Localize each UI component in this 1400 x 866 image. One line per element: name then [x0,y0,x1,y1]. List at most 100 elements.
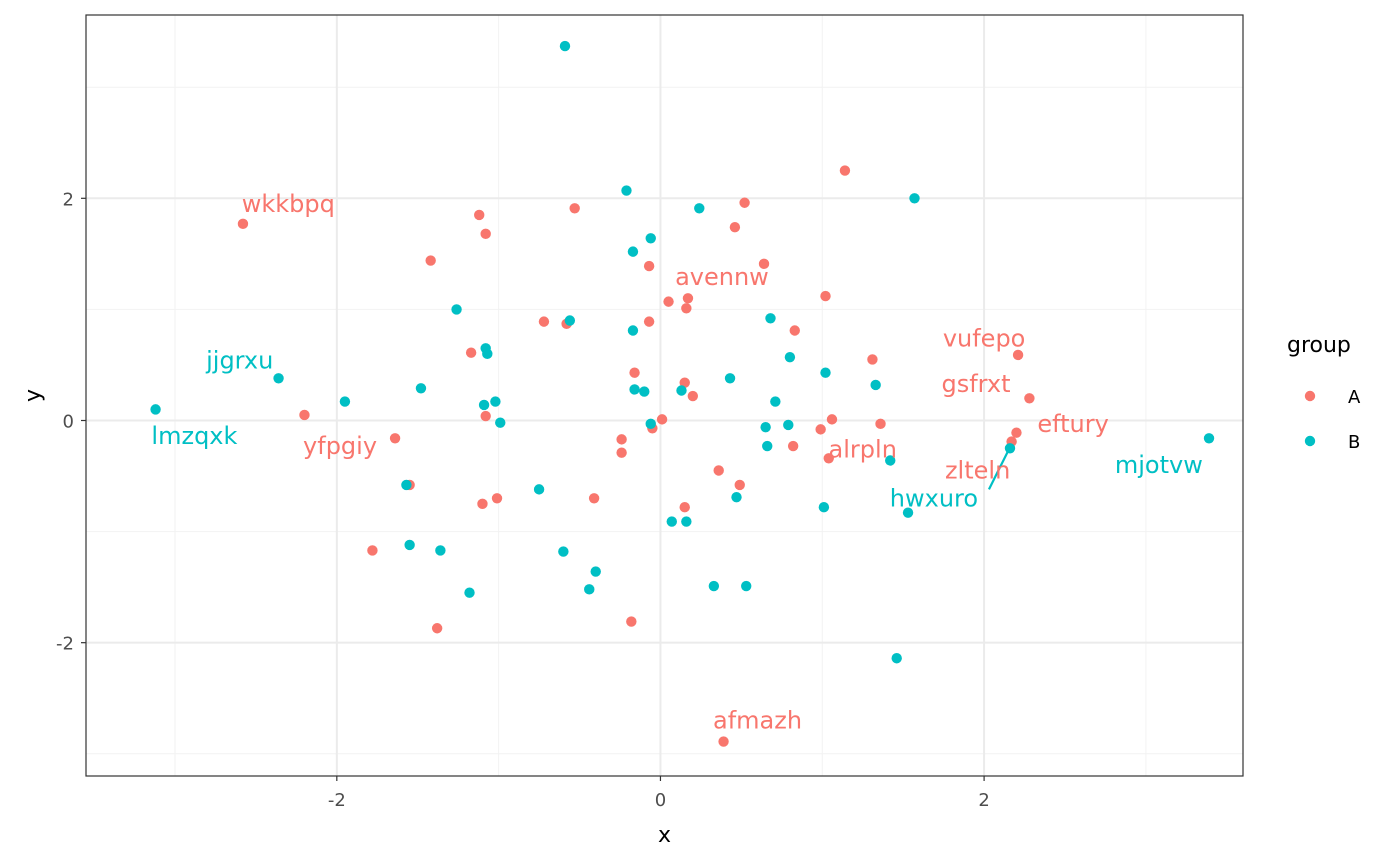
y-tick-label: -2 [56,634,74,655]
data-point-a [389,433,401,444]
data-point-b [645,233,656,244]
data-point-b [490,396,501,407]
data-point-a [367,545,378,556]
data-point-b [584,584,595,595]
data-point-b [404,539,415,551]
legend-label-a: A [1348,387,1361,408]
data-point-b [401,479,412,491]
data-points [150,40,1215,747]
data-point-b [676,385,687,396]
data-point-a [739,197,750,208]
point-label: gsfrxt [941,370,1010,398]
x-tick-label: 0 [655,790,666,811]
point-label: vufepo [943,324,1026,352]
data-point-b [870,379,881,391]
data-point-a [826,414,838,425]
data-point-a [474,209,485,221]
data-point-a [626,616,637,627]
major-gridlines [86,15,1243,776]
data-point-b [681,516,692,527]
y-tick-label: 0 [63,411,74,432]
legend-label-b: B [1348,432,1360,453]
data-point-b [435,545,446,556]
data-point-a [569,203,580,214]
point-label: lmzqxk [151,422,237,450]
data-point-a [839,165,851,176]
data-point-a [679,501,690,513]
point-label: avennw [675,263,769,291]
data-point-a [477,498,488,510]
data-point-a [663,296,674,307]
data-point-b [666,516,677,527]
point-labels: wkkbpq avennw vufepo gsfrxt eftury yfpgiy alrp… [151,190,1202,735]
data-point-b [784,351,796,363]
data-point-b [694,203,705,214]
data-point-b [765,313,776,324]
data-point-b [629,384,640,395]
data-point-b [783,419,794,431]
data-point-b [451,304,462,315]
data-point-a [820,290,831,302]
y-axis-title: y [21,389,46,402]
data-point-b [1203,433,1215,444]
data-point-b [590,566,601,577]
data-point-b [415,383,427,394]
data-point-b [741,580,752,592]
data-point-b [891,653,902,664]
data-point-a [823,453,834,464]
x-tick-label: 2 [978,790,989,811]
data-point-a [867,354,878,365]
data-point-a [734,479,745,491]
data-point-b [559,40,571,52]
data-point-a [758,258,770,270]
data-point-b [760,421,771,433]
x-axis-title: x [658,823,671,848]
data-point-a [491,493,503,504]
data-point-a [681,303,692,314]
data-point-a [687,390,699,402]
data-point-a [815,424,826,435]
data-point-a [425,255,436,266]
data-point-a [237,218,249,230]
data-point-b [621,185,632,196]
data-point-a [682,293,694,304]
data-point-b [820,367,831,378]
data-point-a [787,440,799,452]
data-point-b [564,315,576,326]
data-point-b [770,396,781,407]
data-point-b [533,484,545,495]
data-point-b [639,386,650,397]
data-point-b [762,440,773,452]
data-point-b [627,325,639,336]
data-point-a [299,409,310,421]
legend: group A B [1287,333,1361,453]
data-point-b [464,587,475,598]
data-point-b [818,501,830,513]
data-point-a [1024,393,1035,404]
point-label: afmazh [713,706,802,734]
data-point-a [1011,427,1022,438]
data-point-a [616,447,627,458]
x-tick-label: -2 [328,790,346,811]
label-connector-segments [987,450,1010,490]
data-point-a [875,418,886,430]
point-label: yfpgiy [303,432,377,460]
data-point-b [482,348,493,360]
legend-key-b [1304,435,1316,447]
data-point-b [1004,443,1016,454]
data-point-a [643,260,655,272]
data-point-a [616,434,627,445]
data-point-a [1012,349,1024,361]
data-point-a [465,347,477,358]
data-point-b [708,580,720,592]
data-point-a [679,377,690,388]
data-point-a [643,316,655,327]
point-label: hwxuro [890,484,978,512]
data-point-b [273,373,284,384]
minor-gridlines [86,15,1243,776]
point-label: zlteln [945,456,1010,484]
y-tick-label: 2 [63,189,74,210]
data-point-a [629,367,640,378]
x-axis-ticks: -2 0 2 [328,776,990,811]
